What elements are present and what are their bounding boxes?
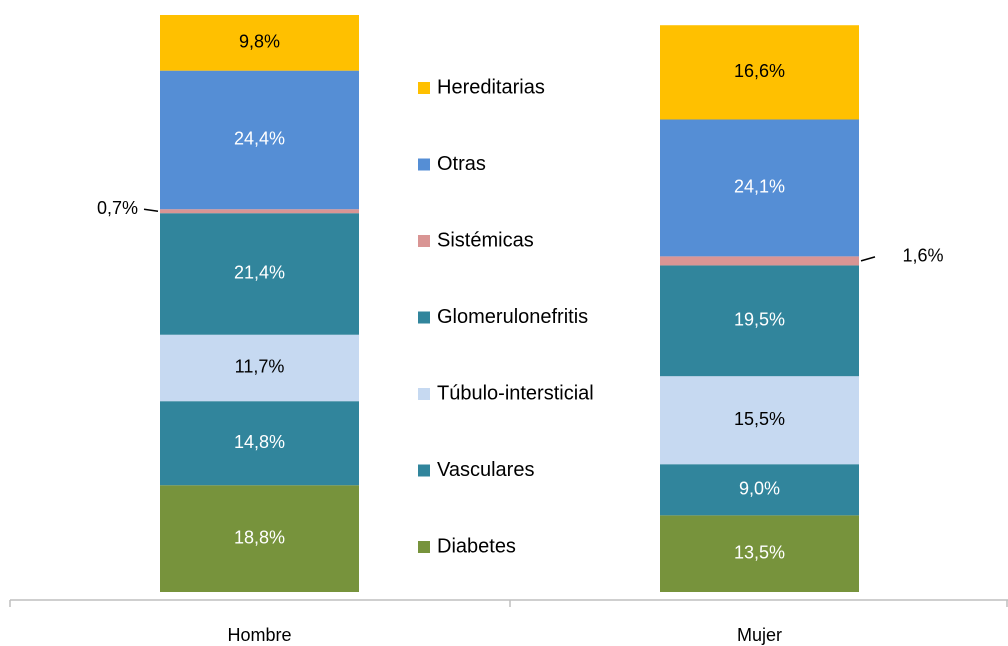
bar-segment — [160, 401, 359, 486]
legend-label: Glomerulonefritis — [437, 306, 588, 328]
legend-swatch — [418, 541, 430, 553]
legend-swatch — [418, 311, 430, 324]
bar-segment — [160, 334, 359, 402]
data-label: 19,5% — [734, 310, 785, 330]
bar-segment — [160, 213, 359, 335]
bar-segment — [660, 515, 859, 592]
bar-segment — [660, 376, 859, 465]
legend-label: Otras — [437, 153, 486, 175]
legend-label: Túbulo-intersticial — [437, 382, 594, 404]
bar-segment — [160, 209, 359, 214]
bar-segment — [660, 265, 859, 377]
bar-segment — [660, 256, 859, 266]
bar-segment — [660, 464, 859, 516]
legend-swatch — [418, 235, 430, 247]
data-label: 9,8% — [239, 32, 280, 52]
bar-segment — [660, 25, 859, 120]
leader-line — [860, 256, 876, 262]
data-label: 18,8% — [234, 527, 285, 547]
leader-line — [143, 208, 159, 212]
bar-segment — [160, 485, 359, 592]
data-label: 15,5% — [734, 409, 785, 429]
legend-swatch — [418, 158, 430, 171]
data-label: 24,4% — [234, 129, 285, 149]
x-tick-label: Hombre — [227, 625, 291, 645]
legend-label: Sistémicas — [437, 229, 534, 251]
legend-swatch — [418, 388, 430, 400]
bar-segment — [160, 15, 359, 71]
data-label: 11,7% — [235, 357, 285, 377]
data-label: 21,4% — [234, 263, 285, 283]
x-tick-label: Mujer — [737, 625, 782, 645]
data-label: 9,0% — [739, 479, 780, 499]
bar-segment — [160, 70, 359, 210]
data-label: 13,5% — [734, 542, 785, 562]
bar-segment — [660, 119, 859, 257]
legend-label: Diabetes — [437, 535, 516, 557]
data-label: 16,6% — [734, 61, 785, 81]
legend-label: Vasculares — [437, 459, 534, 481]
data-label: 1,6% — [902, 246, 943, 266]
data-label: 14,8% — [234, 432, 285, 452]
data-label: 0,7% — [97, 198, 138, 218]
legend-label: Hereditarias — [437, 76, 545, 98]
data-label: 24,1% — [734, 177, 785, 197]
legend-swatch — [418, 82, 430, 94]
legend-swatch — [418, 464, 430, 477]
